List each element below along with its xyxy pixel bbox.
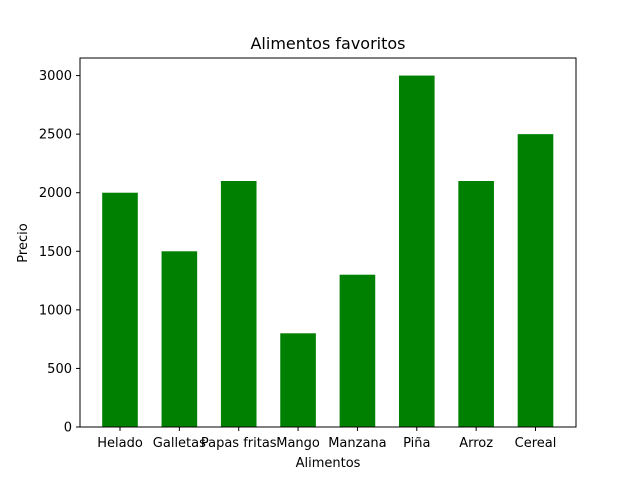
x-tick-label: Arroz — [459, 436, 493, 451]
y-axis-label: Precio — [16, 223, 31, 262]
bar-0 — [102, 192, 138, 427]
x-tick-label: Galletas — [153, 436, 206, 451]
chart-title: Alimentos favoritos — [250, 34, 405, 53]
x-tick-label: Piña — [403, 436, 430, 451]
bar-5 — [398, 75, 435, 427]
plot-area-frame — [79, 57, 577, 428]
x-tick-label: Manzana — [328, 436, 386, 451]
bars-group — [102, 75, 554, 427]
y-axis-ticks: 0 500 1000 1500 2000 2500 3000 — [39, 69, 80, 436]
y-tick-label: 2000 — [39, 186, 72, 201]
y-tick-label: 1000 — [39, 303, 72, 318]
y-tick-label: 0 — [64, 421, 72, 436]
x-tick-label: Papas fritas — [201, 436, 277, 451]
x-tick-label: Cereal — [515, 436, 557, 451]
x-tick-label: Helado — [97, 436, 143, 451]
bar-2 — [220, 181, 257, 427]
y-tick-label: 2500 — [39, 128, 72, 143]
x-tick-label: Mango — [276, 436, 320, 451]
bar-4 — [339, 274, 376, 427]
bar-6 — [458, 181, 494, 427]
y-tick-label: 500 — [47, 362, 72, 377]
bar-3 — [280, 333, 316, 427]
x-axis-label: Alimentos — [296, 456, 361, 471]
bar-7 — [517, 134, 554, 427]
y-tick-label: 3000 — [39, 69, 72, 84]
y-tick-label: 1500 — [39, 245, 72, 260]
bar-1 — [161, 251, 198, 427]
